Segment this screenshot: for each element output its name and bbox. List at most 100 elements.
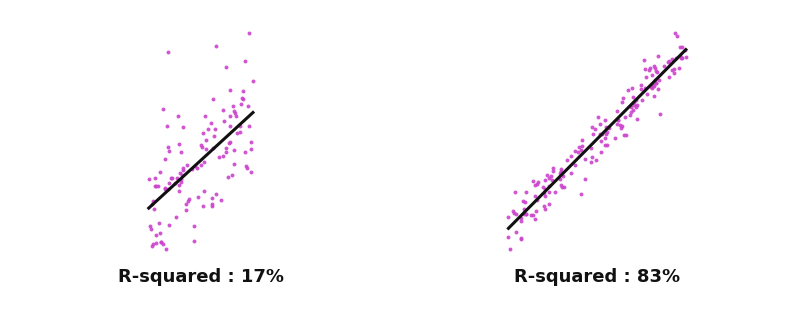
Point [612, 118, 625, 123]
Point [234, 129, 247, 134]
Point [147, 242, 160, 247]
Point [192, 194, 205, 199]
Point [600, 125, 613, 130]
Point [228, 111, 241, 116]
Point [223, 140, 235, 145]
Point [200, 137, 212, 142]
Point [619, 133, 632, 138]
Point [595, 132, 608, 137]
Point [653, 78, 666, 83]
Point [647, 83, 660, 88]
Point [598, 143, 611, 148]
Point [518, 211, 531, 216]
Point [543, 184, 555, 189]
Point [224, 123, 237, 128]
Point [508, 189, 521, 194]
Point [145, 243, 158, 248]
Point [555, 182, 567, 187]
Point [646, 85, 658, 90]
Point [635, 82, 648, 87]
Point [205, 204, 218, 209]
Point [219, 149, 232, 154]
Point [163, 181, 176, 186]
Point [150, 184, 163, 189]
Point [168, 180, 181, 185]
Point [599, 131, 612, 136]
Point [600, 143, 613, 148]
Point [217, 153, 230, 158]
Point [617, 95, 630, 100]
Point [172, 183, 185, 188]
Point [602, 125, 615, 130]
Point [594, 122, 606, 127]
Point [242, 103, 255, 108]
Point [222, 175, 235, 180]
Point [575, 191, 587, 197]
Point [625, 104, 638, 109]
Point [639, 74, 652, 80]
Point [227, 108, 240, 113]
Point [553, 170, 566, 175]
Point [148, 206, 160, 211]
Point [185, 167, 198, 172]
Point [530, 181, 543, 186]
Point [527, 179, 539, 184]
Point [190, 165, 203, 171]
Point [546, 177, 559, 182]
Point [644, 66, 657, 71]
Point [575, 144, 588, 149]
Point [217, 107, 230, 112]
Point [575, 148, 587, 153]
Point [538, 178, 551, 183]
Point [180, 201, 192, 206]
Point [539, 206, 551, 211]
Point [584, 146, 597, 151]
Point [649, 66, 662, 71]
Point [236, 95, 249, 100]
Point [174, 171, 187, 176]
Point [646, 73, 658, 78]
Point [169, 214, 182, 219]
Point [197, 160, 210, 165]
Point [679, 54, 692, 59]
Point [537, 191, 550, 196]
Point [678, 47, 691, 52]
Point [623, 113, 636, 118]
Point [510, 230, 523, 235]
Point [171, 175, 184, 180]
Point [595, 138, 608, 143]
Point [223, 87, 236, 93]
Point [611, 118, 624, 123]
Point [540, 172, 553, 177]
Point [666, 56, 678, 61]
Point [665, 67, 678, 72]
Point [508, 210, 520, 215]
Point [161, 187, 174, 192]
Point [244, 147, 257, 152]
Point [616, 99, 629, 104]
Point [555, 168, 567, 173]
Point [671, 34, 684, 39]
Point [539, 186, 551, 191]
Point [509, 212, 522, 217]
Point [630, 97, 642, 102]
Point [515, 216, 527, 221]
Point [650, 69, 662, 74]
Point [640, 92, 653, 97]
Point [558, 184, 571, 189]
Point [206, 201, 219, 206]
Point [227, 148, 240, 153]
Point [668, 66, 681, 71]
Point [630, 116, 643, 121]
Point [188, 223, 200, 229]
Point [227, 162, 240, 167]
Point [654, 111, 666, 116]
Point [648, 84, 661, 89]
Point [642, 68, 655, 73]
Point [152, 221, 165, 226]
Point [212, 154, 225, 159]
Point [172, 142, 185, 147]
Point [600, 129, 613, 134]
Point [546, 168, 559, 173]
Point [219, 145, 232, 150]
